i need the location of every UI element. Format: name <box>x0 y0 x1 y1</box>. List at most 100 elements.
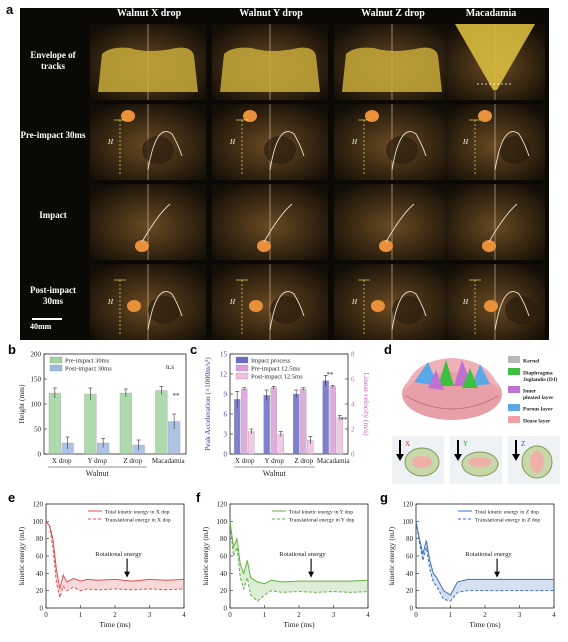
legend-label: Pre-impact 12.5ms <box>251 366 301 373</box>
panel-label-a: a <box>6 2 14 17</box>
panel-label-e: e <box>8 490 16 505</box>
series-line <box>229 521 369 602</box>
bar <box>263 395 270 455</box>
y-tick-label: 20 <box>220 587 228 595</box>
x-axis-label: Time (ms) <box>469 620 501 629</box>
column-header-y: Walnut Y drop <box>239 8 303 19</box>
photo-cell: H <box>212 264 328 340</box>
column-header-z: Walnut Z drop <box>361 8 425 19</box>
bar <box>270 387 277 455</box>
bar <box>241 388 248 455</box>
y-tick-label: 15 <box>220 351 228 359</box>
photo-cell: H <box>90 264 206 340</box>
legend-label: Post-impact 30ms <box>65 366 112 373</box>
energy-chart-z: 0 20 40 60 80 100 120 0 1 2 3 4 Time (ms) kinetic ene… <box>387 501 556 630</box>
x-tick-label: X drop <box>235 457 255 465</box>
acceleration-bar-chart: 0 3 6 9 12 15 Peak Acceleration (×1000m/s²) 0 2 4… <box>203 351 371 479</box>
panel-label-c: c <box>190 342 198 357</box>
photo-cell <box>445 24 545 100</box>
significance-mark: ** <box>173 392 181 400</box>
photo-cell <box>334 184 450 260</box>
photo-cell <box>212 24 328 100</box>
series-line <box>415 521 554 596</box>
y-tick-label: 0 <box>410 605 414 613</box>
photo-cell: H <box>334 104 450 180</box>
y-tick-label: 120 <box>403 501 414 509</box>
legend-label: Total kinetic energy in Y dop <box>289 510 353 516</box>
y-tick-label: 20 <box>36 587 44 595</box>
y-tick-label: 150 <box>31 376 42 384</box>
height-bar-chart: 0 50 100 150 200 Height (mm) X drop Y drop Z dro… <box>17 351 187 478</box>
y-tick-label: 80 <box>406 535 414 543</box>
y-tick-label: 200 <box>31 351 42 359</box>
walnut-3d-model <box>402 358 502 420</box>
panel-label-g: g <box>380 490 388 505</box>
y-tick-label: 120 <box>33 501 44 509</box>
bar <box>300 388 307 455</box>
legend-label: Total kinetic energy in Z dop <box>475 510 539 516</box>
y-tick-label: 120 <box>217 501 228 509</box>
y-tick-label: 12 <box>220 371 228 379</box>
height-mark: H <box>462 138 469 146</box>
x-tick-label: Y drop <box>88 457 108 465</box>
bar <box>48 392 61 455</box>
y-tick-label: 3 <box>224 431 228 439</box>
group-label: Walnut <box>86 469 110 478</box>
x-tick-label: Z drop <box>294 457 313 465</box>
y-tick-label: 9 <box>224 391 228 399</box>
x-tick-label: X drop <box>52 457 72 465</box>
y-tick-label: 60 <box>36 553 44 561</box>
bar <box>277 433 285 455</box>
arrow-x-label: X <box>405 440 410 448</box>
x-tick-label: 0 <box>228 611 232 619</box>
y-tick-label: 20 <box>406 587 414 595</box>
panel-label-b: b <box>8 342 16 357</box>
y-axis-label: kinetic energy (mJ) <box>387 526 396 585</box>
bar <box>248 431 255 455</box>
height-mark: H <box>229 138 236 146</box>
panel-label-f: f <box>196 490 201 505</box>
y2-tick-label: 0 <box>351 451 355 459</box>
legend-label: Impact process <box>251 358 291 365</box>
energy-chart-x: 0 20 40 60 80 100 120 0 1 2 3 4 Time (ms) kinetic ene… <box>17 501 186 630</box>
bar <box>155 390 168 455</box>
y-tick-label: 60 <box>220 553 228 561</box>
legend-label: Total kinetic energy in X dop <box>105 510 170 516</box>
y-tick-label: 0 <box>40 605 44 613</box>
y-tick-label: 0 <box>38 451 42 459</box>
bar <box>322 380 329 455</box>
legend-swatch <box>508 386 520 393</box>
annotation-arrowhead <box>124 571 131 578</box>
height-mark: H <box>351 298 358 306</box>
bar <box>119 392 132 455</box>
legend-label: Translational energy in X dop <box>105 518 171 524</box>
drop-direction-diagrams: X Y Z <box>392 436 560 484</box>
x-tick-label: 1 <box>263 611 267 619</box>
photo-cell: H <box>90 104 206 180</box>
significance-mark: ** <box>327 371 335 379</box>
structure-legend: Kernel Diaphragma Juglandis (DJ) Inner pleat… <box>508 356 558 425</box>
x-tick-label: 3 <box>148 611 152 619</box>
photo-cell: H <box>445 104 545 180</box>
annotation-arrowhead <box>308 571 315 578</box>
row-header-post-impact: Post-impact 30ms <box>30 285 76 306</box>
group-label: Walnut <box>263 469 287 478</box>
row-header-pre-impact: Pre-impact 30ms <box>20 130 86 140</box>
y-tick-label: 100 <box>33 518 44 526</box>
annotation-arrowhead <box>494 571 501 578</box>
legend-swatch <box>235 364 249 372</box>
photo-cell: H <box>212 104 328 180</box>
bar <box>329 386 336 455</box>
legend-label: Inner pleated layer <box>523 389 554 402</box>
y-tick-label: 40 <box>220 570 228 578</box>
series-line <box>45 521 185 590</box>
height-mark: H <box>229 298 236 306</box>
y-tick-label: 6 <box>224 411 228 419</box>
y-tick-label: 80 <box>36 535 44 543</box>
legend-swatch <box>508 404 520 411</box>
y-tick-label: 0 <box>224 451 228 459</box>
photo-cell <box>90 24 206 100</box>
legend-label: Translational energy in Z dop <box>475 518 540 524</box>
legend-label: Post-impact 12.5ms <box>251 374 303 381</box>
legend-swatch <box>49 364 63 372</box>
